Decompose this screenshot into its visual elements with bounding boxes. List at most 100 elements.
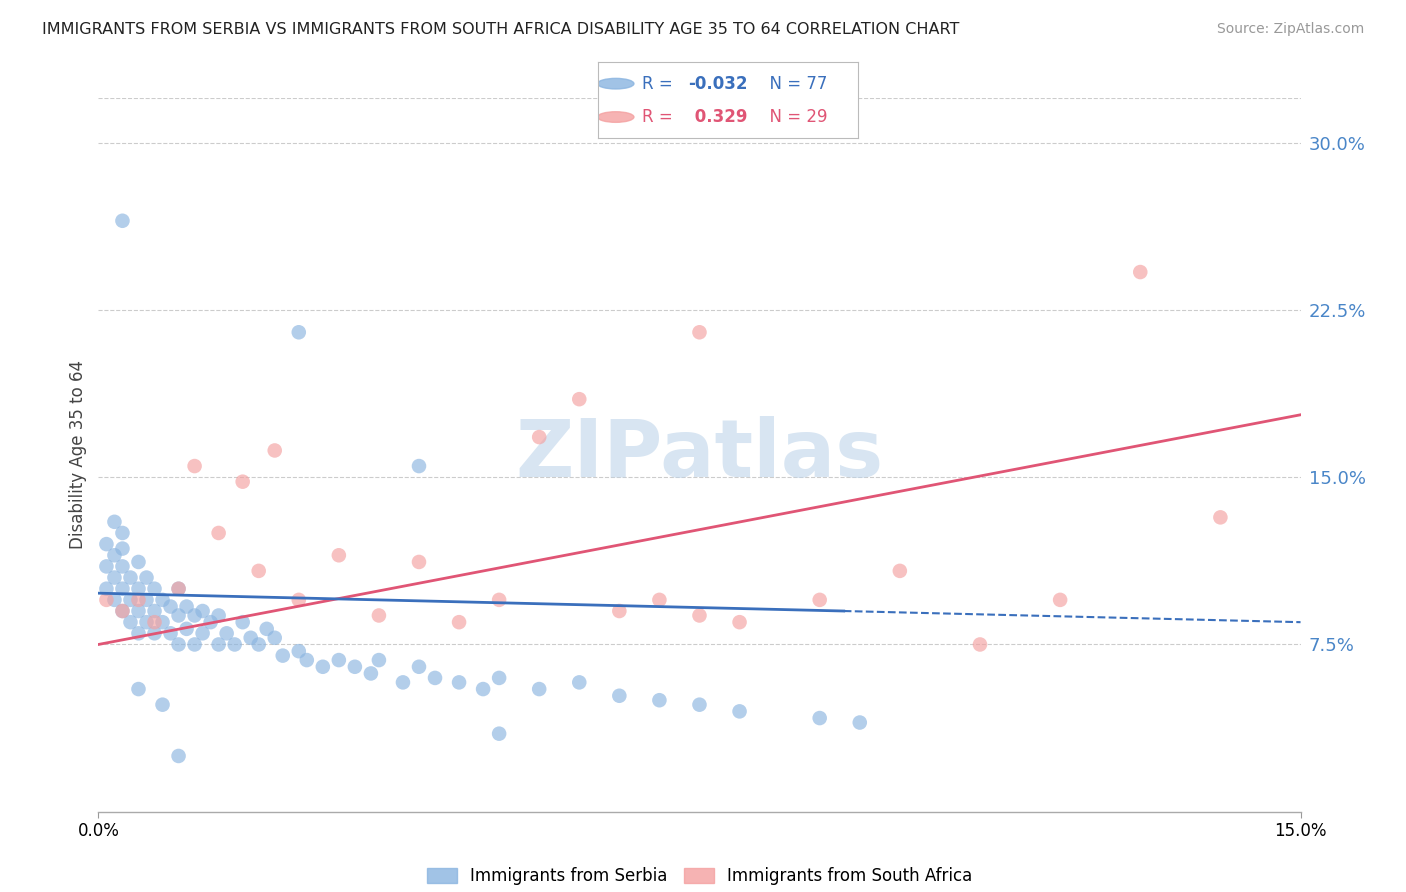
Point xyxy=(111,213,134,227)
Text: R =: R = xyxy=(641,75,678,93)
Point xyxy=(128,681,150,696)
Point xyxy=(111,541,134,556)
Point xyxy=(969,637,991,651)
Point xyxy=(111,526,134,541)
Point xyxy=(183,459,205,474)
Circle shape xyxy=(598,78,634,89)
Point xyxy=(408,459,430,474)
Text: ZIPatlas: ZIPatlas xyxy=(516,416,883,494)
Point xyxy=(447,615,470,630)
Point xyxy=(152,615,174,630)
Point xyxy=(232,615,254,630)
Point xyxy=(215,626,238,640)
Point xyxy=(648,693,671,707)
Point xyxy=(120,592,142,607)
Point xyxy=(176,622,198,636)
Point xyxy=(111,604,134,618)
Point xyxy=(167,582,190,596)
Point xyxy=(176,599,198,614)
Text: IMMIGRANTS FROM SERBIA VS IMMIGRANTS FROM SOUTH AFRICA DISABILITY AGE 35 TO 64 C: IMMIGRANTS FROM SERBIA VS IMMIGRANTS FRO… xyxy=(42,22,959,37)
Point xyxy=(1209,510,1232,524)
Point xyxy=(143,626,166,640)
Text: -0.032: -0.032 xyxy=(689,75,748,93)
Point xyxy=(247,637,270,651)
Point xyxy=(263,443,285,458)
Point xyxy=(167,749,190,764)
Point xyxy=(239,631,262,645)
Text: N = 29: N = 29 xyxy=(759,108,827,126)
Point xyxy=(247,564,270,578)
Point xyxy=(689,698,711,712)
Point xyxy=(143,604,166,618)
Point xyxy=(288,325,311,339)
Point xyxy=(232,475,254,489)
Y-axis label: Disability Age 35 to 64: Disability Age 35 to 64 xyxy=(69,360,87,549)
Point xyxy=(208,637,231,651)
Point xyxy=(312,660,335,674)
Point xyxy=(152,698,174,712)
Point xyxy=(167,637,190,651)
Point xyxy=(96,559,118,574)
Point xyxy=(135,571,157,585)
Text: N = 77: N = 77 xyxy=(759,75,827,93)
Point xyxy=(191,604,214,618)
Circle shape xyxy=(598,112,634,122)
Point xyxy=(423,671,446,685)
Text: 0.329: 0.329 xyxy=(689,108,747,126)
Text: Source: ZipAtlas.com: Source: ZipAtlas.com xyxy=(1216,22,1364,37)
Point xyxy=(648,592,671,607)
Point xyxy=(128,626,150,640)
Point xyxy=(256,622,278,636)
Point xyxy=(103,571,125,585)
Point xyxy=(111,559,134,574)
Point xyxy=(111,604,134,618)
Point xyxy=(368,608,391,623)
Point xyxy=(208,608,231,623)
Point xyxy=(728,615,751,630)
Point xyxy=(224,637,246,651)
Point xyxy=(447,675,470,690)
Point xyxy=(167,608,190,623)
Point xyxy=(689,325,711,339)
Point xyxy=(103,515,125,529)
Point xyxy=(529,681,551,696)
Point xyxy=(128,555,150,569)
Point xyxy=(183,608,205,623)
Point xyxy=(111,582,134,596)
Point xyxy=(408,660,430,674)
Point xyxy=(689,608,711,623)
Point xyxy=(1129,265,1152,279)
Point xyxy=(263,631,285,645)
Point xyxy=(328,548,350,563)
Point xyxy=(343,660,366,674)
Point xyxy=(488,671,510,685)
Point xyxy=(529,430,551,444)
Point xyxy=(472,681,495,696)
Point xyxy=(191,626,214,640)
Point xyxy=(183,637,205,651)
Point xyxy=(152,592,174,607)
Point xyxy=(128,604,150,618)
Point xyxy=(128,592,150,607)
Point xyxy=(568,675,591,690)
Point xyxy=(96,592,118,607)
Point xyxy=(392,675,415,690)
Point xyxy=(488,726,510,740)
Point xyxy=(360,666,382,681)
Text: R =: R = xyxy=(641,108,678,126)
Point xyxy=(808,592,831,607)
Point xyxy=(808,711,831,725)
Point xyxy=(96,582,118,596)
Point xyxy=(295,653,318,667)
Point xyxy=(849,715,872,730)
Point xyxy=(208,526,231,541)
Point xyxy=(120,571,142,585)
Point xyxy=(288,592,311,607)
Point xyxy=(120,615,142,630)
Point xyxy=(609,689,631,703)
Point xyxy=(103,548,125,563)
Point xyxy=(167,582,190,596)
Point xyxy=(103,592,125,607)
Point xyxy=(568,392,591,407)
Point xyxy=(143,582,166,596)
